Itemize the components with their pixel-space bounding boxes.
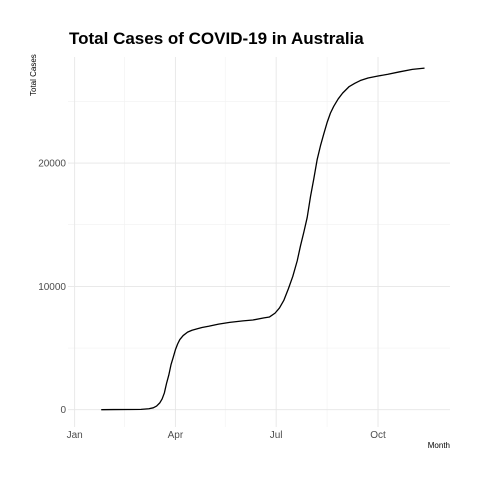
y-tick-label: 20000	[38, 159, 66, 170]
x-tick-label: Jan	[67, 430, 83, 441]
x-axis-ticks: Jan Apr Jul Oct	[67, 430, 386, 441]
x-tick-label: Apr	[168, 430, 184, 441]
grid	[68, 57, 450, 427]
y-tick-label: 0	[60, 405, 66, 416]
y-axis-ticks: 0 10000 20000	[38, 159, 66, 417]
chart-title: Total Cases of COVID-19 in Australia	[69, 29, 364, 48]
series-group	[101, 67, 425, 411]
x-tick-label: Jul	[270, 430, 283, 441]
x-tick-label: Oct	[370, 430, 386, 441]
x-axis-title: Month	[428, 441, 450, 450]
series-line	[101, 67, 425, 411]
y-axis-title: Total Cases	[29, 54, 38, 96]
y-tick-label: 10000	[38, 282, 66, 293]
